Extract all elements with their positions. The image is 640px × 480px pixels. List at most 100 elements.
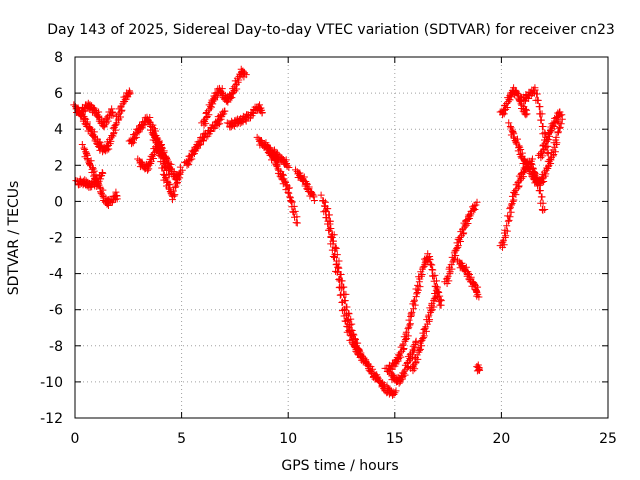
series-track-i: [198, 65, 250, 129]
data-point: [455, 236, 463, 244]
plot-frame: [74, 56, 609, 419]
series-track-q: [407, 283, 441, 375]
data-point: [386, 386, 394, 394]
data-point: [317, 191, 325, 199]
data-point: [404, 332, 412, 340]
data-point: [499, 109, 507, 117]
data-point: [405, 357, 413, 365]
data-point: [461, 223, 469, 231]
data-point: [392, 387, 400, 395]
data-point: [290, 202, 298, 210]
series-track-p: [381, 250, 445, 376]
data-point: [351, 335, 359, 343]
data-point: [200, 118, 208, 126]
data-point: [502, 232, 510, 240]
data-point: [172, 176, 180, 184]
data-point: [128, 138, 136, 146]
data-point: [183, 159, 191, 167]
data-point: [519, 169, 527, 177]
series-track-g: [147, 126, 181, 184]
data-point: [187, 151, 195, 159]
data-point: [206, 105, 214, 113]
data-point: [417, 272, 425, 280]
data-point: [431, 294, 439, 302]
data-point: [473, 292, 481, 300]
data-point: [510, 196, 518, 204]
data-point: [514, 178, 522, 186]
data-point: [510, 133, 518, 141]
data-point: [203, 113, 211, 121]
series-track-c: [78, 141, 121, 209]
data-point: [189, 150, 197, 158]
data-point: [516, 176, 524, 184]
data-point: [356, 351, 364, 359]
data-point: [89, 164, 97, 172]
data-point: [500, 110, 508, 118]
x-tick-label: 20: [492, 431, 510, 447]
data-point: [543, 136, 551, 144]
data-point: [234, 78, 242, 86]
data-point: [329, 237, 337, 245]
data-point: [231, 87, 239, 95]
data-point: [502, 105, 510, 113]
data-point: [404, 363, 412, 371]
data-point: [551, 148, 559, 156]
data-point: [404, 358, 412, 366]
data-point: [537, 116, 545, 124]
data-point: [291, 207, 299, 215]
data-point: [558, 115, 566, 123]
data-point: [537, 193, 545, 201]
data-point: [349, 330, 357, 338]
data-point: [293, 213, 301, 221]
data-point: [544, 142, 552, 150]
data-point: [176, 163, 184, 171]
data-point: [407, 350, 415, 358]
data-point: [286, 193, 294, 201]
data-point: [105, 141, 113, 149]
y-tick-label: 4: [54, 122, 63, 138]
data-point: [397, 353, 405, 361]
data-point: [432, 287, 440, 295]
data-point: [539, 199, 547, 207]
data-point: [168, 196, 176, 204]
data-point: [544, 131, 552, 139]
series-track-x: [385, 337, 420, 387]
data-point: [333, 251, 341, 259]
data-point: [285, 189, 293, 197]
data-point: [411, 296, 419, 304]
data-point: [204, 107, 212, 115]
data-point: [503, 227, 511, 235]
y-tick-label: -4: [49, 267, 63, 283]
data-point: [416, 283, 424, 291]
data-point: [535, 103, 543, 111]
data-point: [514, 135, 522, 143]
data-point: [335, 264, 343, 272]
data-point: [132, 133, 140, 141]
data-point: [428, 266, 436, 274]
data-point: [103, 115, 111, 123]
data-point: [419, 329, 427, 337]
data-point: [321, 198, 329, 206]
x-tick-label: 25: [599, 431, 617, 447]
data-point: [162, 173, 170, 181]
data-point: [547, 156, 555, 164]
series-track-y: [473, 361, 484, 375]
data-point: [233, 74, 241, 82]
data-point: [185, 160, 193, 168]
data-point: [556, 123, 564, 131]
data-point: [518, 169, 526, 177]
data-point: [216, 112, 224, 120]
data-point: [148, 153, 156, 161]
data-point: [402, 328, 410, 336]
data-point: [552, 133, 560, 141]
data-point: [397, 376, 405, 384]
data-point: [420, 334, 428, 342]
data-point: [424, 250, 432, 258]
series-track-s: [454, 256, 483, 301]
data-point: [506, 205, 514, 213]
data-point: [538, 178, 546, 186]
data-point: [90, 167, 98, 175]
data-point: [258, 109, 266, 117]
data-point: [507, 208, 515, 216]
